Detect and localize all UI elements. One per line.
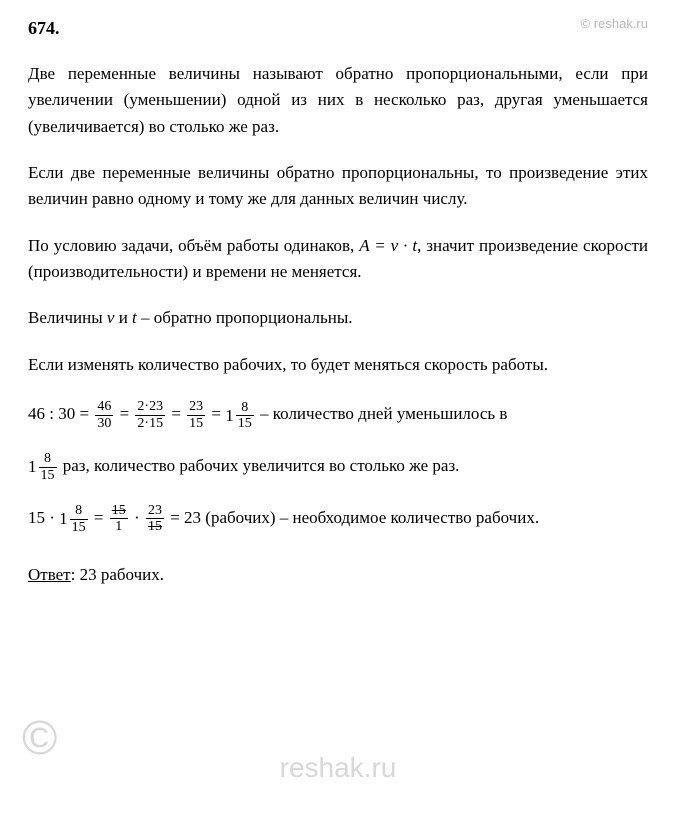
calc1-start: 46 : 30 =	[28, 404, 93, 423]
frac-2-23: 2·232·15	[135, 399, 165, 431]
calc2-start: 15 ·	[28, 508, 59, 527]
paragraph-5: Если изменять количество рабочих, то буд…	[28, 352, 648, 378]
paragraph-2: Если две переменные величины обратно про…	[28, 160, 648, 213]
paragraph-1: Две переменные величины называют обратно…	[28, 61, 648, 140]
calc-line-1: 46 : 30 = 4630 = 2·232·15 = 2315 = 1815 …	[28, 398, 648, 432]
p3-text-a: По условию задачи, объём работы одинаков…	[28, 236, 359, 255]
p4-b: и	[114, 308, 132, 327]
watermark-copyright-icon: ©	[22, 711, 57, 766]
answer-label: Ответ	[28, 565, 71, 584]
p4-a: Величины	[28, 308, 107, 327]
paragraph-3: По условию задачи, объём работы одинаков…	[28, 233, 648, 286]
frac-23-15: 2315	[187, 399, 205, 431]
frac-46-30: 4630	[95, 399, 113, 431]
mixed-c2: 1815	[59, 502, 90, 535]
mixed-1-8-15b: 1815	[28, 450, 59, 483]
frac-23-15b: 2315	[146, 503, 164, 535]
p3-formula: A = v · t	[359, 236, 417, 255]
answer-text: : 23 рабочих.	[71, 565, 164, 584]
calc-line-1b: 1815 раз, количество рабочих увеличится …	[28, 450, 648, 484]
p4-c: – обратно пропорциональны.	[137, 308, 353, 327]
answer-line: Ответ: 23 рабочих.	[28, 565, 648, 585]
calc1-tail: – количество дней уменьшилось в	[256, 404, 508, 423]
watermark-bottom: reshak.ru	[0, 752, 676, 784]
watermark-top: © reshak.ru	[581, 16, 648, 31]
mixed-1-8-15: 1815	[225, 399, 256, 432]
calc-line-2: 15 · 1815 = 151 · 2315 = 23 (рабочих) – …	[28, 502, 648, 536]
calc1b-tail: раз, количество рабочих увеличится во ст…	[59, 456, 460, 475]
problem-number: 674.	[28, 18, 648, 39]
calc2-tail: (рабочих) – необходимое количество рабоч…	[201, 508, 539, 527]
frac-15-1: 151	[110, 503, 128, 535]
calc2-result: = 23	[166, 508, 201, 527]
paragraph-4: Величины v и t – обратно пропорциональны…	[28, 305, 648, 331]
